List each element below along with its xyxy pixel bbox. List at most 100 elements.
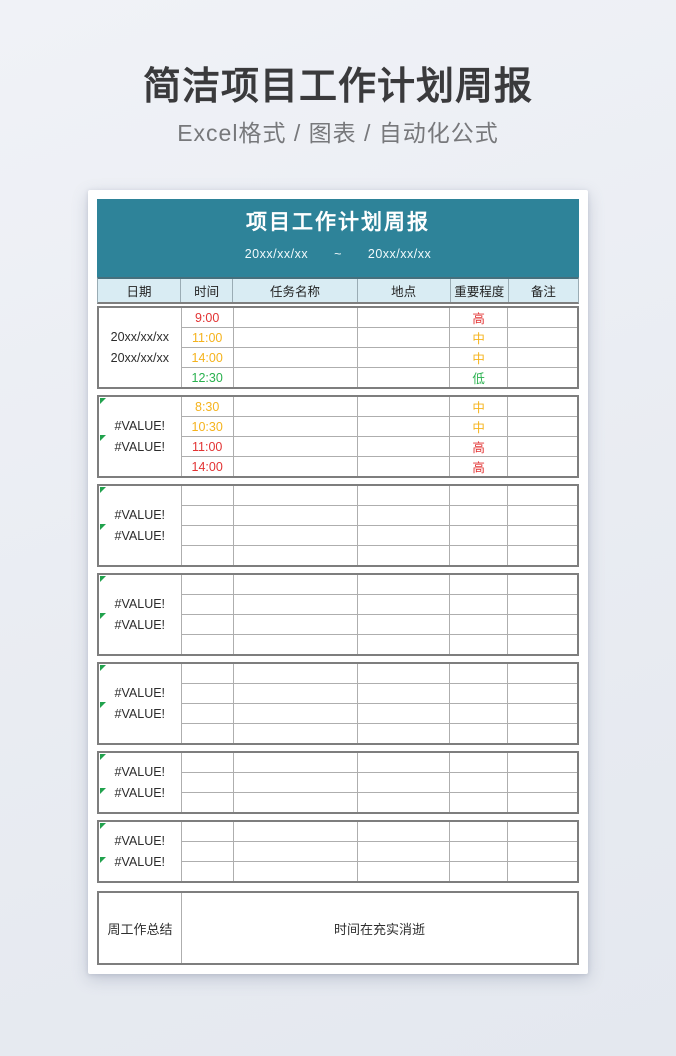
date-range: 20xx/xx/xx ~ 20xx/xx/xx <box>97 247 579 261</box>
note-cell <box>508 526 577 545</box>
task-cell <box>233 704 357 723</box>
time-cell <box>181 664 233 683</box>
day-block: #VALUE! #VALUE! <box>97 662 579 745</box>
column-header-1: 时间 <box>180 279 233 302</box>
place-cell <box>357 417 450 436</box>
error-triangle-icon <box>100 398 106 404</box>
place-cell <box>357 724 450 743</box>
date-line: #VALUE! <box>114 418 166 433</box>
error-triangle-icon <box>100 788 106 795</box>
date-cell: 20xx/xx/xx 20xx/xx/xx <box>99 308 181 387</box>
place-cell <box>357 506 450 525</box>
importance-cell: 高 <box>450 308 508 327</box>
error-triangle-icon <box>100 754 106 760</box>
time-cell: 10:30 <box>181 417 233 436</box>
place-cell <box>357 753 450 772</box>
note-cell <box>508 506 577 525</box>
importance-cell <box>450 546 508 565</box>
time-cell <box>181 595 233 614</box>
sheet-title: 项目工作计划周报 <box>246 211 430 234</box>
note-cell <box>508 862 577 881</box>
error-triangle-icon <box>100 665 106 671</box>
time-cell <box>181 486 233 505</box>
place-cell <box>357 486 450 505</box>
note-cell <box>508 724 577 743</box>
place-cell <box>357 862 450 881</box>
note-cell <box>508 704 577 723</box>
task-cell <box>233 724 357 743</box>
note-cell <box>508 437 577 456</box>
importance-cell: 高 <box>450 457 508 476</box>
error-triangle-icon <box>100 434 106 441</box>
date-cell: #VALUE! #VALUE! <box>99 753 181 812</box>
time-cell <box>181 822 233 841</box>
task-cell <box>233 615 357 634</box>
note-cell <box>508 595 577 614</box>
note-cell <box>508 635 577 654</box>
banner-subtitle: Excel格式 / 图表 / 自动化公式 <box>177 120 499 146</box>
importance-cell <box>450 486 508 505</box>
date-line: #VALUE! <box>114 617 166 632</box>
note-cell <box>508 328 577 347</box>
place-cell <box>357 773 450 792</box>
task-cell <box>233 753 357 772</box>
task-cell <box>233 506 357 525</box>
week-summary-row: 周工作总结 时间在充实消逝 <box>97 891 579 965</box>
task-cell <box>233 417 357 436</box>
place-cell <box>357 615 450 634</box>
importance-cell: 中 <box>450 397 508 416</box>
note-cell <box>508 842 577 861</box>
time-cell <box>181 684 233 703</box>
task-cell <box>233 793 357 812</box>
time-cell <box>181 526 233 545</box>
note-cell <box>508 793 577 812</box>
date-line: #VALUE! <box>114 785 166 800</box>
place-cell <box>357 437 450 456</box>
date-cell: #VALUE! #VALUE! <box>99 575 181 654</box>
note-cell <box>508 664 577 683</box>
importance-cell: 高 <box>450 437 508 456</box>
error-triangle-icon <box>100 857 106 864</box>
date-cell: #VALUE! #VALUE! <box>99 397 181 476</box>
time-cell <box>181 793 233 812</box>
date-range-end: 20xx/xx/xx <box>367 247 432 261</box>
task-cell <box>233 437 357 456</box>
place-cell <box>357 793 450 812</box>
note-cell <box>508 684 577 703</box>
note-cell <box>508 457 577 476</box>
date-line: #VALUE! <box>114 685 166 700</box>
promo-banner: 简洁项目工作计划周报 Excel格式 / 图表 / 自动化公式 <box>0 64 676 148</box>
importance-cell <box>450 704 508 723</box>
task-cell <box>233 457 357 476</box>
date-line: #VALUE! <box>114 507 166 522</box>
task-cell <box>233 546 357 565</box>
sheet-header: 项目工作计划周报 20xx/xx/xx ~ 20xx/xx/xx <box>97 199 579 277</box>
place-cell <box>357 842 450 861</box>
note-cell <box>508 575 577 594</box>
date-line: #VALUE! <box>114 764 166 779</box>
place-cell <box>357 684 450 703</box>
error-triangle-icon <box>100 576 106 582</box>
week-summary-label: 周工作总结 <box>99 893 182 963</box>
place-cell <box>357 308 450 327</box>
day-block: #VALUE! #VALUE! <box>97 751 579 814</box>
note-cell <box>508 417 577 436</box>
time-cell <box>181 724 233 743</box>
place-cell <box>357 328 450 347</box>
task-cell <box>233 595 357 614</box>
error-triangle-icon <box>100 487 106 493</box>
time-cell: 11:00 <box>181 328 233 347</box>
importance-cell <box>450 506 508 525</box>
column-header-4: 重要程度 <box>450 279 508 302</box>
importance-cell <box>450 724 508 743</box>
importance-cell: 中 <box>450 328 508 347</box>
note-cell <box>508 348 577 367</box>
date-line: #VALUE! <box>114 706 166 721</box>
time-cell <box>181 546 233 565</box>
note-cell <box>508 773 577 792</box>
date-range-start: 20xx/xx/xx <box>244 247 309 261</box>
time-cell <box>181 773 233 792</box>
note-cell <box>508 486 577 505</box>
task-cell <box>233 486 357 505</box>
note-cell <box>508 822 577 841</box>
